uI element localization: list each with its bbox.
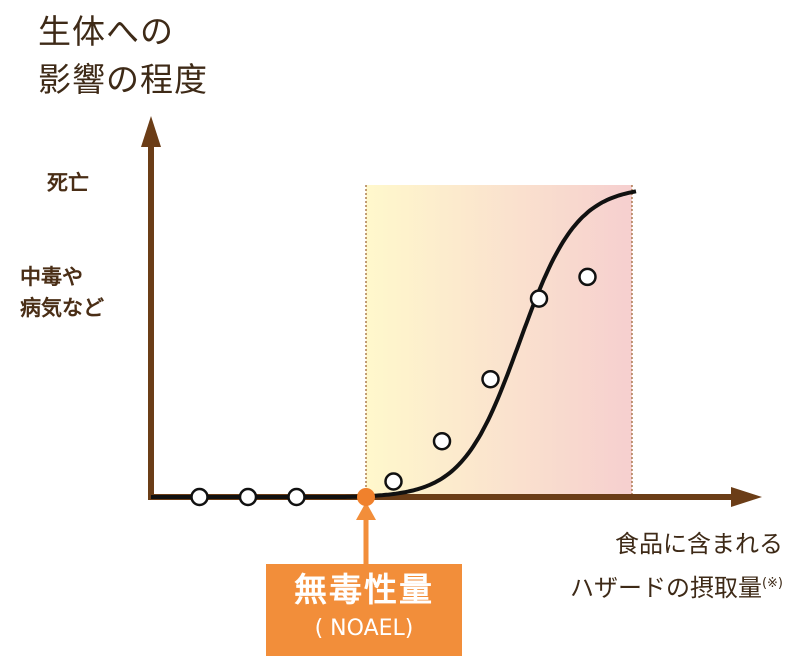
x-axis-note: (※) [761,576,783,591]
x-axis-label: 食品に含まれる ハザードの摂取量(※) [570,524,783,608]
data-point-2 [238,487,258,507]
level-poisoning-label: 中毒や 病気など [20,262,104,324]
effect-region [366,185,632,497]
level-death-label: 死亡 [47,171,89,195]
noael-point [357,488,375,506]
x-axis-label-line1: 食品に含まれる [615,530,783,558]
noael-pointer-arrow [356,502,376,520]
data-point-8 [578,267,597,287]
x-axis-arrow [731,487,762,507]
y-axis-arrow [141,116,161,147]
data-point-6 [481,369,500,389]
data-point-1 [190,487,209,507]
data-point-5 [432,431,452,451]
x-axis-label-main: ハザードの摂取量 [569,574,762,602]
dose-response-curve [151,189,637,499]
data-points [190,267,597,507]
noael-box: 無毒性量 ( NOAEL) [266,564,462,656]
y-axis-label-line1: 生体への [38,12,174,51]
data-point-7 [529,289,549,308]
x-axis-label-line2: ハザードの摂取量(※) [570,564,783,608]
noael-title: 無毒性量 [294,570,434,609]
data-point-4 [384,472,403,491]
level-poisoning-line1: 中毒や [20,265,83,289]
data-point-3 [287,487,306,507]
noael-abbr: ( NOAEL) [314,616,414,641]
y-axis-label-line2: 影響の程度 [38,60,208,99]
y-axis-label: 生体への 影響の程度 [38,8,208,104]
level-poisoning-line2: 病気など [20,296,104,320]
